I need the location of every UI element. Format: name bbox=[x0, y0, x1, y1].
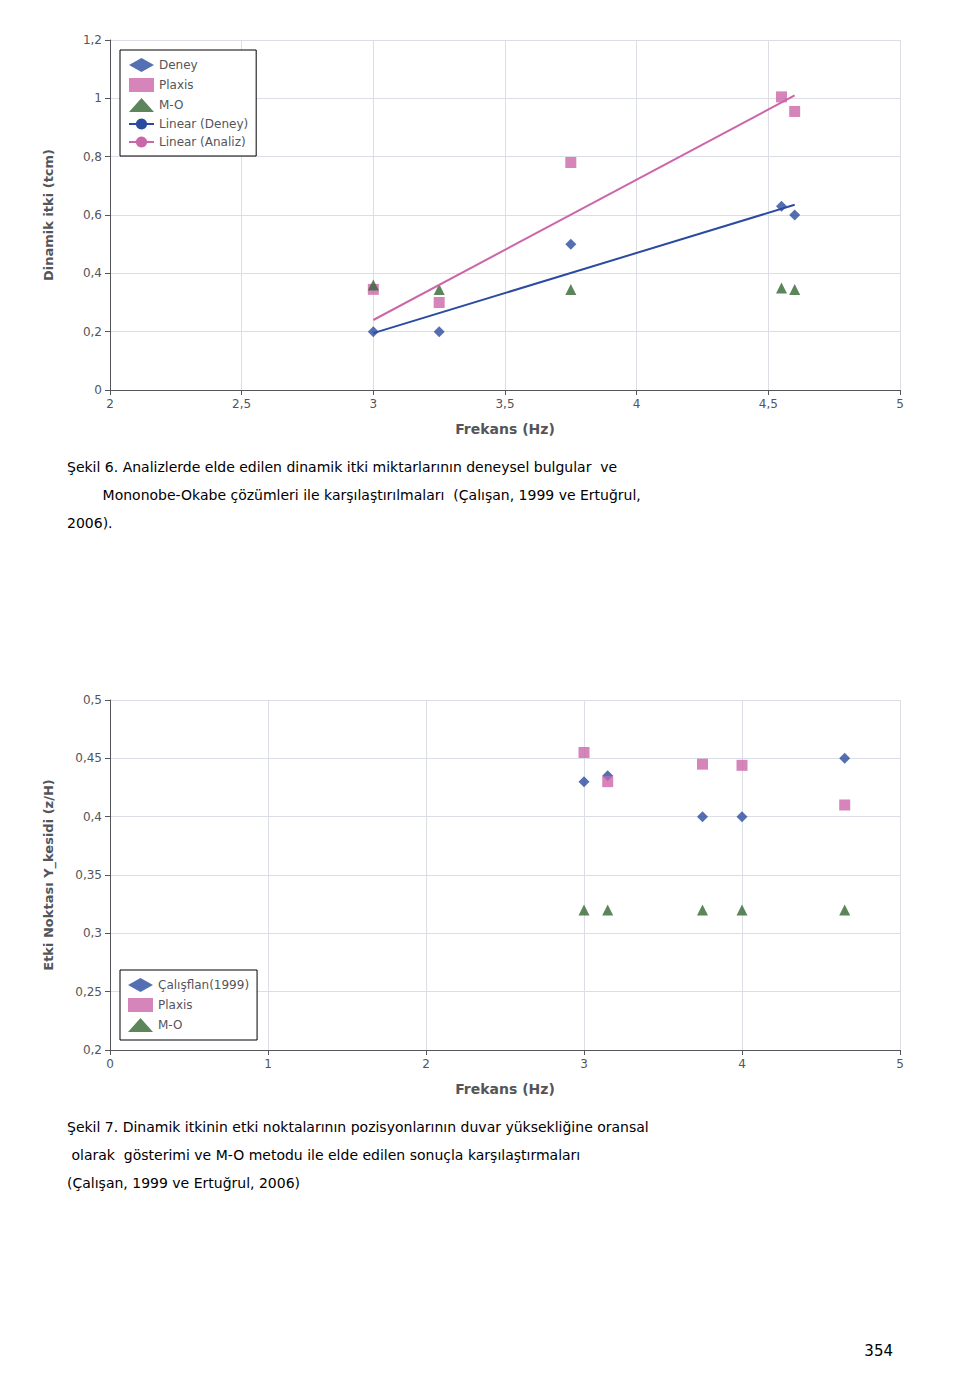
svg-text:M-O: M-O bbox=[158, 1018, 182, 1032]
svg-text:0,5: 0,5 bbox=[83, 693, 102, 707]
svg-text:Etki Noktası Y_kesidi (z/H): Etki Noktası Y_kesidi (z/H) bbox=[41, 779, 57, 970]
svg-text:2,5: 2,5 bbox=[232, 397, 251, 411]
svg-text:Dinamik itki (tcm): Dinamik itki (tcm) bbox=[41, 149, 56, 281]
svg-text:0,45: 0,45 bbox=[75, 751, 102, 765]
svg-text:0: 0 bbox=[94, 383, 102, 397]
svg-text:0,2: 0,2 bbox=[83, 1043, 102, 1057]
svg-text:5: 5 bbox=[896, 397, 904, 411]
svg-text:4: 4 bbox=[633, 397, 641, 411]
svg-text:Plaxis: Plaxis bbox=[159, 78, 194, 92]
svg-text:0,3: 0,3 bbox=[83, 926, 102, 940]
svg-text:1: 1 bbox=[94, 91, 102, 105]
svg-text:0,2: 0,2 bbox=[83, 325, 102, 339]
svg-text:3,5: 3,5 bbox=[495, 397, 514, 411]
svg-text:4,5: 4,5 bbox=[759, 397, 778, 411]
svg-text:Çalışflan(1999): Çalışflan(1999) bbox=[158, 978, 249, 992]
svg-text:5: 5 bbox=[896, 1057, 904, 1071]
svg-text:Şekil 6. Analizlerde elde edil: Şekil 6. Analizlerde elde edilen dinamik… bbox=[67, 459, 617, 475]
svg-text:Frekans (Hz): Frekans (Hz) bbox=[455, 1081, 555, 1097]
svg-text:3: 3 bbox=[580, 1057, 588, 1071]
svg-text:2: 2 bbox=[106, 397, 114, 411]
svg-text:2006).: 2006). bbox=[67, 515, 113, 531]
svg-text:354: 354 bbox=[864, 1342, 893, 1360]
svg-text:0: 0 bbox=[106, 1057, 114, 1071]
svg-text:0,8: 0,8 bbox=[83, 150, 102, 164]
svg-text:(Çalışan, 1999 ve Ertuğrul, 20: (Çalışan, 1999 ve Ertuğrul, 2006) bbox=[67, 1175, 300, 1191]
svg-text:2: 2 bbox=[422, 1057, 430, 1071]
svg-text:1: 1 bbox=[264, 1057, 272, 1071]
svg-text:3: 3 bbox=[370, 397, 378, 411]
svg-text:Linear (Analiz): Linear (Analiz) bbox=[159, 135, 246, 149]
svg-text:0,4: 0,4 bbox=[83, 266, 102, 280]
svg-text:4: 4 bbox=[738, 1057, 746, 1071]
svg-text:Plaxis: Plaxis bbox=[158, 998, 193, 1012]
svg-text:Linear (Deney): Linear (Deney) bbox=[159, 117, 248, 131]
svg-text:Frekans (Hz): Frekans (Hz) bbox=[455, 421, 555, 437]
svg-text:0,6: 0,6 bbox=[83, 208, 102, 222]
svg-text:Deney: Deney bbox=[159, 58, 198, 72]
svg-text:M-O: M-O bbox=[159, 98, 183, 112]
svg-text:0,4: 0,4 bbox=[83, 810, 102, 824]
svg-text:0,25: 0,25 bbox=[75, 985, 102, 999]
svg-text:olarak gösterimi ve M-O metod: olarak gösterimi ve M-O metodu ile elde … bbox=[67, 1147, 580, 1163]
svg-text:1,2: 1,2 bbox=[83, 33, 102, 47]
svg-text:0,35: 0,35 bbox=[75, 868, 102, 882]
svg-text:Şekil 7. Dinamik itkinin etki: Şekil 7. Dinamik itkinin etki noktaların… bbox=[67, 1119, 649, 1135]
svg-text:Mononobe-Okabe çözümleri ile k: Mononobe-Okabe çözümleri ile karşılaştır… bbox=[67, 487, 641, 503]
